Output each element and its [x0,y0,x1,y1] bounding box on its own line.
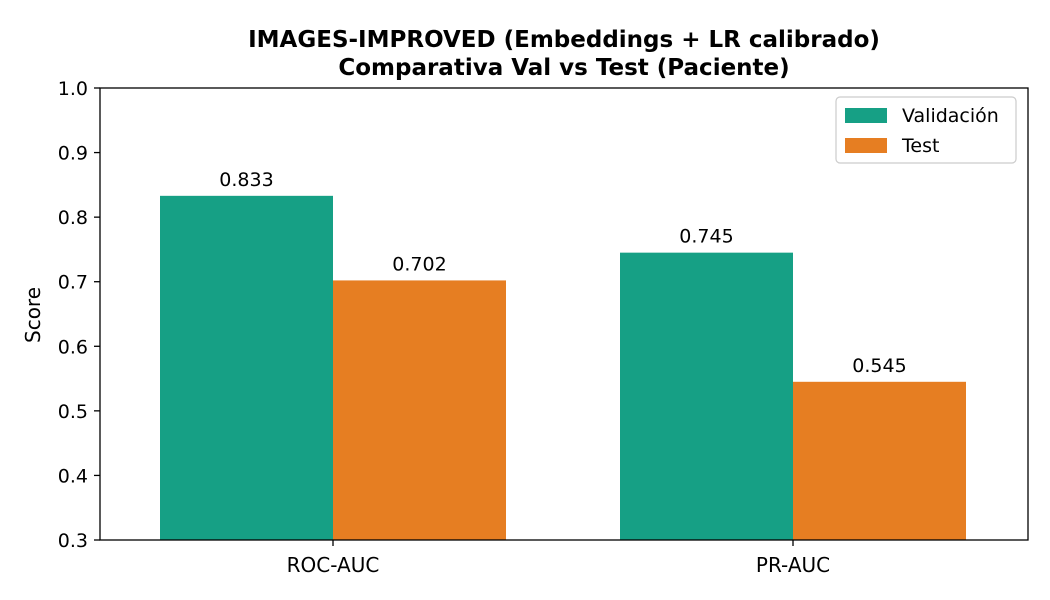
legend-swatch-test [845,138,887,153]
y-tick-label-0-8: 0.8 [58,207,88,229]
y-tick-label-0-9: 0.9 [58,143,88,165]
data-labels-layer: 0.833 0.702 0.745 0.545 [219,169,906,377]
bars-layer [160,195,966,540]
data-label-roc-auc-validaci-n: 0.833 [219,169,273,191]
x-tick-label-roc-auc: ROC-AUC [287,553,380,577]
y-tick-label-1-0: 1.0 [58,78,88,100]
chart-title: IMAGES-IMPROVED (Embeddings + LR calibra… [248,27,880,53]
chart-subtitle: Comparativa Val vs Test (Paciente) [338,55,789,81]
data-label-pr-auc-validaci-n: 0.745 [679,226,733,248]
x-tick-label-pr-auc: PR-AUC [756,553,830,577]
bar-pr-auc-validaci-n [620,252,793,540]
legend-swatch-validaci-n [845,108,887,123]
bar-roc-auc-test [333,280,506,540]
y-tick-label-0-6: 0.6 [58,336,88,358]
legend-label-validaci-n: Validación [902,105,999,127]
bar-roc-auc-validaci-n [160,195,333,540]
y-tick-label-0-5: 0.5 [58,401,88,423]
data-label-roc-auc-test: 0.702 [392,253,446,275]
legend-label-test: Test [901,135,939,157]
axes-layer: ROC-AUC PR-AUC 0.3 0.4 0.5 0.6 0.7 0.8 0.9 1.0 [58,78,1029,577]
legend: Validación Test [835,96,1017,164]
data-label-pr-auc-test: 0.545 [852,355,906,377]
y-axis-label: Score [21,287,45,343]
y-tick-label-0-3: 0.3 [58,530,88,552]
plot-frame [99,87,1029,541]
y-tick-label-0-7: 0.7 [58,272,88,294]
y-tick-label-0-4: 0.4 [58,465,88,487]
bar-pr-auc-test [793,381,966,540]
